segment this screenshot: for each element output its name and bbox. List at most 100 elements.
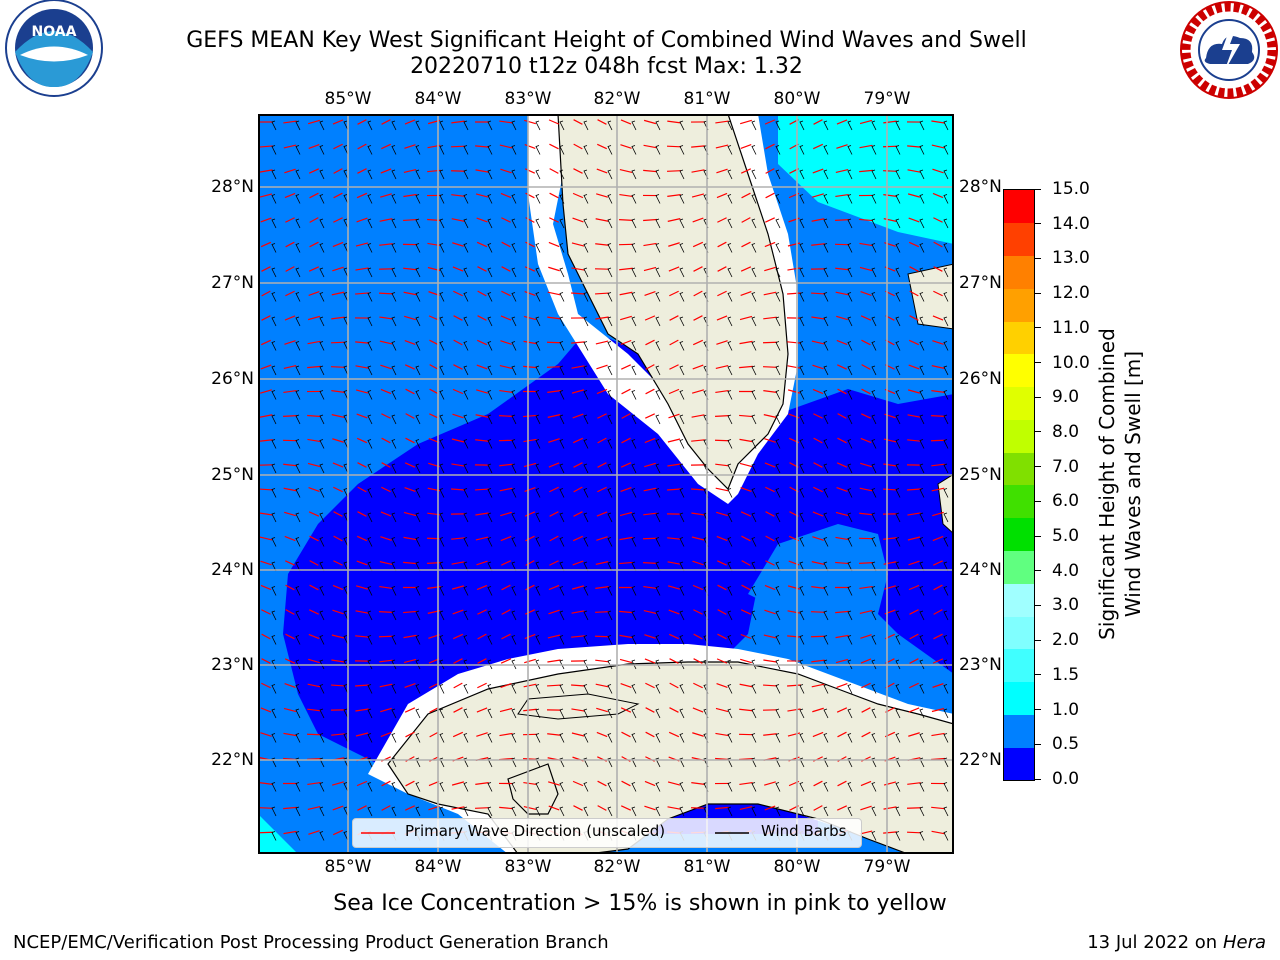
colorbar-tick-label: 13.0 [1052,248,1090,269]
colorbar-tick-mark [1035,396,1041,398]
wind-barb [799,194,805,204]
wave-direction-arrow [836,144,848,149]
wave-direction-arrow [261,290,271,297]
wind-barb [391,439,397,449]
wind-barb [631,610,637,621]
wind-barb [943,586,949,596]
wave-direction-arrow [356,437,368,444]
wave-direction-arrow [907,536,921,541]
wind-barb [751,218,757,229]
wind-barb [823,414,829,425]
wind-barb [463,292,469,302]
wave-direction-arrow [835,610,849,614]
wave-direction-arrow [811,659,825,663]
wave-direction-arrow [285,584,295,591]
wave-direction-arrow [668,388,680,395]
wind-barb [751,512,757,523]
wave-direction-arrow [715,806,729,810]
wave-direction-arrow [909,609,919,615]
wave-direction-arrow [692,560,704,566]
wind-barb [799,635,805,645]
wave-direction-arrow [404,487,416,492]
wind-barb [463,561,469,572]
wind-barb [391,267,397,278]
wind-barb [583,537,589,547]
wind-barb [775,806,781,817]
wave-direction-arrow [907,389,921,394]
wind-barb [679,463,685,474]
wave-direction-arrow [932,315,944,321]
wave-direction-arrow [645,682,655,689]
colorbar-tick-label: 1.0 [1052,699,1080,720]
colorbar-tick-mark [1035,362,1041,364]
wind-barb [559,806,565,817]
wind-barb [631,390,637,400]
wave-direction-arrow [883,170,897,172]
wind-barb [535,267,541,278]
wind-barb [607,586,613,596]
wind-barb [535,218,541,229]
wind-barb [847,708,853,719]
wind-barb [415,365,421,376]
wave-direction-arrow [451,218,465,222]
wind-barb [583,439,589,449]
wind-barb [583,757,589,768]
wave-direction-arrow [787,341,801,344]
colorbar-segment [1004,747,1034,781]
wind-barb [655,292,661,302]
wave-direction-arrow [451,170,465,172]
wind-barb [895,586,901,596]
wind-barb [727,120,733,131]
wind-barb [871,586,877,596]
wind-barb [295,537,301,547]
wind-barb [655,120,661,131]
wind-barb [463,145,469,155]
wind-barb [751,439,757,449]
wave-direction-arrow [523,781,537,786]
wind-barb [343,586,349,596]
wave-direction-arrow [260,241,272,248]
wind-barb [943,635,949,645]
wave-direction-arrow [379,585,393,590]
wave-direction-arrow [740,633,752,640]
noaa-logo-text: NOAA [32,24,77,40]
wind-barb [343,365,349,376]
wave-direction-arrow [907,414,921,418]
wave-direction-arrow [597,143,607,150]
wind-barb [463,782,469,792]
wave-direction-arrow [259,488,273,491]
wind-barb [343,782,349,792]
wave-direction-arrow [716,340,728,345]
wave-direction-arrow [597,119,607,125]
wind-barb [439,561,445,572]
wave-direction-arrow [643,242,657,247]
wind-barb [559,316,565,327]
wind-barb [487,708,493,719]
wind-barb [823,610,829,621]
wind-barb [775,537,781,547]
wave-direction-arrow [835,291,849,296]
colorbar-segment [1004,222,1034,257]
wave-direction-arrow [860,315,872,321]
wave-direction-arrow [332,462,344,468]
wave-direction-arrow [691,414,705,418]
wind-barb [367,341,373,351]
wave-direction-arrow [715,365,729,369]
wave-direction-arrow [547,733,561,736]
wave-direction-arrow [523,462,537,468]
wind-barb [727,684,733,694]
wind-barb [871,659,877,670]
wind-barb [343,488,349,498]
wind-barb [919,537,925,547]
wind-barb [415,757,421,768]
noaa-logo: NOAA [0,0,104,104]
wave-direction-arrow [261,339,271,346]
wave-direction-arrow [259,193,273,198]
wind-barb [943,512,949,523]
wind-barb [895,439,901,449]
wave-direction-arrow [331,341,345,344]
wind-barb [679,267,685,278]
wave-direction-arrow [452,731,464,738]
wave-direction-arrow [643,585,657,590]
wind-barb [655,757,661,768]
